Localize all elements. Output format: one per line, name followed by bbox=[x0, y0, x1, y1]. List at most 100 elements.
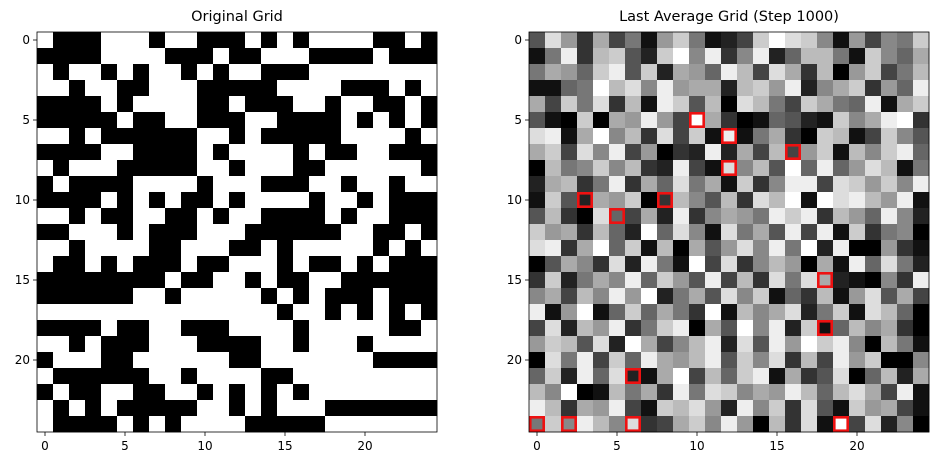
original-grid-cell bbox=[325, 352, 342, 369]
original-grid-cell bbox=[181, 48, 198, 65]
original-grid-cell bbox=[117, 368, 134, 385]
original-grid-cell bbox=[373, 256, 390, 273]
average-grid-cell bbox=[833, 208, 850, 225]
original-grid-cell bbox=[85, 352, 102, 369]
original-grid-cell bbox=[261, 352, 278, 369]
average-grid-cell bbox=[881, 368, 898, 385]
average-grid-cell bbox=[897, 240, 914, 257]
original-grid-cell bbox=[325, 368, 342, 385]
original-grid-cell bbox=[165, 160, 182, 177]
average-grid-cell bbox=[849, 96, 866, 113]
original-grid-cell bbox=[213, 208, 230, 225]
original-grid-cell bbox=[149, 112, 166, 129]
average-grid-cell bbox=[705, 272, 722, 289]
average-grid-cell bbox=[529, 96, 546, 113]
average-grid-cell bbox=[785, 256, 802, 273]
x-tick-label: 15 bbox=[769, 439, 784, 453]
average-grid-cell bbox=[833, 112, 850, 129]
average-grid-cell bbox=[881, 336, 898, 353]
average-grid-cell bbox=[737, 80, 754, 97]
average-grid-cell bbox=[625, 80, 642, 97]
original-grid-cell bbox=[213, 48, 230, 65]
average-grid-cell bbox=[609, 304, 626, 321]
average-grid-cell bbox=[817, 32, 834, 49]
original-grid-cell bbox=[357, 272, 374, 289]
original-grid-cell bbox=[85, 112, 102, 129]
original-grid-cell bbox=[293, 144, 310, 161]
original-grid-cell bbox=[389, 320, 406, 337]
original-grid-cell bbox=[53, 144, 70, 161]
average-grid-cell bbox=[561, 384, 578, 401]
average-grid-cell bbox=[529, 32, 546, 49]
average-grid-cell bbox=[865, 240, 882, 257]
average-grid-cell bbox=[593, 256, 610, 273]
average-grid-cell bbox=[865, 384, 882, 401]
original-grid-cell bbox=[277, 144, 294, 161]
original-grid-cell bbox=[101, 144, 118, 161]
average-grid-cell bbox=[577, 48, 594, 65]
original-grid-cell bbox=[181, 192, 198, 209]
original-grid-cell bbox=[213, 224, 230, 241]
average-grid-cell bbox=[737, 256, 754, 273]
original-grid-cell bbox=[181, 128, 198, 145]
original-grid-cell bbox=[37, 224, 54, 241]
average-grid-cell bbox=[577, 256, 594, 273]
original-grid-cell bbox=[245, 80, 262, 97]
average-grid-cell bbox=[865, 336, 882, 353]
average-grid-cell bbox=[545, 352, 562, 369]
original-grid-cell bbox=[325, 384, 342, 401]
average-grid-cell bbox=[721, 48, 738, 65]
original-grid-cell bbox=[149, 288, 166, 305]
original-grid-cell bbox=[421, 400, 438, 417]
original-grid-cell bbox=[53, 48, 70, 65]
average-grid-cell bbox=[705, 32, 722, 49]
original-grid-cell bbox=[85, 400, 102, 417]
original-grid-cell bbox=[101, 240, 118, 257]
average-grid-cell bbox=[689, 368, 706, 385]
average-grid-cell bbox=[817, 320, 834, 337]
average-grid-cell bbox=[689, 64, 706, 81]
average-grid-cell bbox=[673, 240, 690, 257]
average-grid-cell bbox=[897, 128, 914, 145]
average-grid-cell bbox=[561, 224, 578, 241]
original-grid-cell bbox=[421, 112, 438, 129]
average-grid-cell bbox=[641, 368, 658, 385]
original-grid-cell bbox=[213, 368, 230, 385]
original-grid-cell bbox=[261, 32, 278, 49]
average-grid-cell bbox=[705, 384, 722, 401]
original-grid-cell bbox=[197, 128, 214, 145]
original-grid-cell bbox=[165, 224, 182, 241]
original-grid-cell bbox=[37, 384, 54, 401]
original-grid-cell bbox=[133, 112, 150, 129]
original-grid-cell bbox=[261, 224, 278, 241]
original-grid-cell bbox=[197, 32, 214, 49]
original-grid-cell bbox=[37, 112, 54, 129]
original-grid-cell bbox=[277, 368, 294, 385]
original-grid-cell bbox=[181, 400, 198, 417]
original-grid-cell bbox=[421, 192, 438, 209]
original-grid-cell bbox=[421, 256, 438, 273]
original-grid-cell bbox=[165, 400, 182, 417]
average-grid-cell bbox=[913, 32, 930, 49]
original-grid-cell bbox=[421, 144, 438, 161]
original-grid-cell bbox=[421, 176, 438, 193]
original-grid-cell bbox=[245, 240, 262, 257]
original-grid-cell bbox=[277, 160, 294, 177]
average-grid-cell bbox=[833, 288, 850, 305]
average-grid-cell bbox=[577, 352, 594, 369]
original-grid-cell bbox=[373, 400, 390, 417]
original-grid-cell bbox=[261, 288, 278, 305]
average-grid-cell bbox=[737, 352, 754, 369]
original-grid-cell bbox=[277, 208, 294, 225]
average-grid-cell bbox=[801, 384, 818, 401]
average-grid-cell bbox=[785, 112, 802, 129]
original-grid-cell bbox=[357, 64, 374, 81]
average-grid-cell bbox=[657, 352, 674, 369]
original-grid-cell bbox=[325, 288, 342, 305]
original-grid-cell bbox=[229, 48, 246, 65]
original-grid-cell bbox=[405, 208, 422, 225]
original-grid-cell bbox=[325, 112, 342, 129]
average-grid-cell bbox=[593, 160, 610, 177]
original-grid-cell bbox=[357, 224, 374, 241]
original-grid-cell bbox=[373, 304, 390, 321]
